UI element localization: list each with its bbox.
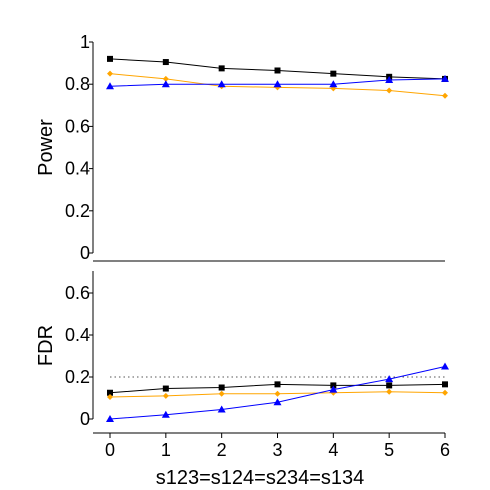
bottom-x-tick-label: 4 [328,440,338,460]
bottom-y-tick-label: 0.4 [65,325,90,345]
bottom-series-0-point [442,381,448,388]
top-y-tick-label: 0.6 [65,116,90,136]
bottom-series-1-point [218,390,225,397]
top-series-0-point [162,59,169,66]
top-y-tick-label: 0.8 [65,74,90,94]
bottom-series-1-point [162,392,169,399]
bottom-y-tick-label: 0.6 [65,283,90,303]
top-y-tick-label: 0.4 [65,159,90,179]
top-series-2-point [441,74,449,82]
bottom-series-0-point [162,385,169,392]
bottom-series-0-point [330,382,337,389]
power-panel: 0 0.2 0.4 0.6 0.8 1 Power [35,32,449,263]
bottom-series-0-point [274,381,281,388]
bottom-x-tick-label: 1 [161,440,171,460]
bottom-y-tick-label: 0.2 [65,367,90,387]
bottom-series-1-point [107,393,113,400]
top-series-0-point [274,67,281,74]
top-y-tick-label: 0.2 [65,201,90,221]
bottom-series-2-point [217,405,226,413]
bottom-x-tick-label: 6 [440,440,450,460]
bottom-x-tick-label: 3 [272,440,282,460]
top-series-0-point [107,55,113,62]
top-series-2-point [385,75,394,83]
top-y-axis-title: Power [35,119,57,176]
bottom-series-1-point [386,388,393,395]
top-series-2-point [106,82,114,90]
top-series-0-point [218,65,225,72]
bottom-series-2-point [385,375,394,383]
x-axis-title: s123=s124=s234=s134 [156,467,365,489]
top-series-0-point [330,70,337,77]
top-series-1-point [107,70,113,77]
bottom-series-1-point [442,389,448,396]
bottom-series-0-point [386,382,393,389]
fdr-panel: 0 0.2 0.4 0.6 FDR 0 1 2 3 4 5 6 s123=s124=s234=s134 [35,271,450,489]
bottom-series-2-point [106,415,114,422]
bottom-series-1-point [274,390,281,397]
top-series-1-point [386,87,393,94]
bottom-y-axis-title: FDR [35,325,57,366]
top-series-2-point [273,80,282,88]
top-y-tick-label: 0 [80,243,90,263]
bottom-series-2-point [441,362,449,370]
bottom-series-0-point [218,384,225,391]
bottom-x-tick-label: 0 [105,440,115,460]
bottom-x-tick-label: 2 [217,440,227,460]
bottom-y-tick-label: 0 [80,409,90,429]
bottom-series-2-point [329,385,338,393]
bottom-series-0-point [107,389,113,396]
top-series-1-point [442,92,448,99]
top-series-1-point [162,75,169,82]
top-series-2-point [217,80,226,88]
bottom-series-2-point [273,398,282,406]
top-series-2-point [329,80,338,88]
top-y-tick-label: 1 [80,32,90,52]
top-series-2-point [161,80,170,88]
bottom-series-2-point [161,410,170,418]
bottom-x-tick-label: 5 [384,440,394,460]
